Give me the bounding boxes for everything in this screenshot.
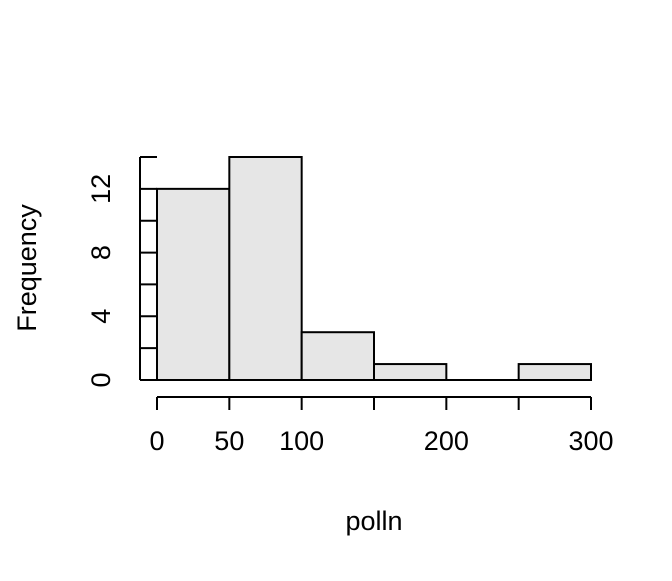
- histogram-bar: [373, 363, 448, 382]
- x-tick-label: 0: [149, 426, 164, 456]
- y-axis: 0 4 8 12: [86, 156, 157, 388]
- bars-layer: [156, 156, 593, 382]
- histogram-bar: [156, 187, 231, 381]
- histogram-bar: [300, 331, 375, 382]
- histogram-bar: [228, 156, 303, 381]
- y-tick-label: 12: [86, 174, 116, 204]
- y-tick-label: 0: [86, 372, 116, 387]
- x-tick-label: 200: [424, 426, 469, 456]
- x-tick-label: 300: [568, 426, 613, 456]
- x-axis-label: polln: [345, 506, 402, 536]
- histogram-bar: [517, 363, 593, 382]
- x-axis: 0 50 100 200 300: [149, 396, 614, 456]
- y-tick-label: 8: [86, 245, 116, 260]
- x-tick-label: 50: [214, 426, 244, 456]
- y-tick-label: 4: [86, 309, 116, 324]
- x-tick-label: 100: [279, 426, 324, 456]
- y-axis-label: Frequency: [12, 204, 42, 332]
